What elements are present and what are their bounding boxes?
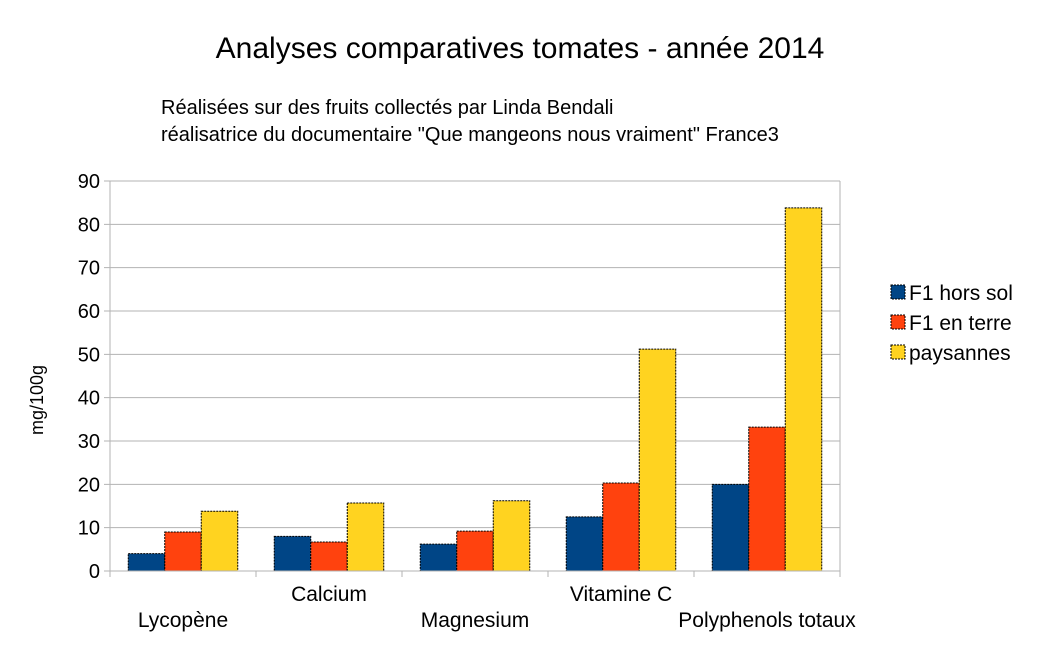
bar-f1-hors-sol: [127, 553, 166, 572]
bar-f1-en-terre: [164, 531, 202, 572]
y-tick-label: 50: [78, 344, 100, 366]
bar-f1-hors-sol: [419, 543, 458, 572]
legend-label: F1 en terre: [909, 312, 1012, 335]
y-tick-label: 20: [78, 474, 100, 496]
legend-swatch: [890, 284, 906, 300]
legend-label: paysannes: [909, 342, 1011, 365]
y-axis-label: mg/100g: [27, 365, 47, 435]
y-tick-label: 90: [78, 171, 100, 193]
chart-subtitle-line-2: réalisatrice du documentaire "Que mangeo…: [161, 124, 779, 146]
axes: [109, 181, 841, 577]
legend: F1 hors sol F1 en terre paysannes: [890, 282, 1013, 365]
chart-title: Analyses comparatives tomates - année 20…: [216, 32, 825, 65]
x-tick-label: Polyphenols totaux: [678, 609, 856, 632]
legend-label: F1 hors sol: [909, 282, 1013, 305]
y-tick-label: 60: [78, 301, 100, 323]
chart-subtitle-line-1: Réalisées sur des fruits collectés par L…: [161, 97, 613, 119]
x-tick-label: Calcium: [291, 583, 367, 606]
y-tick-label: 40: [78, 388, 100, 410]
y-tick-label: 30: [78, 431, 100, 453]
bar-paysannes: [784, 207, 823, 572]
bar-paysannes: [492, 500, 531, 572]
bar-paysannes: [346, 502, 385, 572]
y-tick-label: 10: [78, 518, 100, 540]
bar-paysannes: [200, 510, 239, 572]
x-axis-labels: Lycopène Calcium Magnesium Vitamine C Polyph…: [138, 583, 856, 632]
bar-f1-en-terre: [456, 530, 494, 572]
y-tick-label: 70: [78, 258, 100, 280]
legend-swatch: [890, 314, 906, 330]
y-axis-ticks: 0 10 20 30 40 50 60 70 80 90: [78, 171, 100, 583]
bar-f1-en-terre: [748, 426, 786, 572]
y-tick-label: 0: [89, 561, 100, 583]
bar-f1-hors-sol: [565, 516, 604, 572]
bar-f1-hors-sol: [711, 483, 750, 572]
legend-swatch: [890, 344, 906, 360]
x-tick-label: Magnesium: [421, 609, 530, 632]
bar-f1-hors-sol: [273, 535, 312, 572]
x-tick-label: Vitamine C: [570, 583, 672, 606]
x-tick-label: Lycopène: [138, 609, 228, 632]
bars: [127, 207, 823, 572]
bar-f1-en-terre: [310, 541, 348, 572]
bar-f1-en-terre: [602, 482, 640, 572]
y-tick-label: 80: [78, 214, 100, 236]
bar-paysannes: [638, 348, 677, 572]
